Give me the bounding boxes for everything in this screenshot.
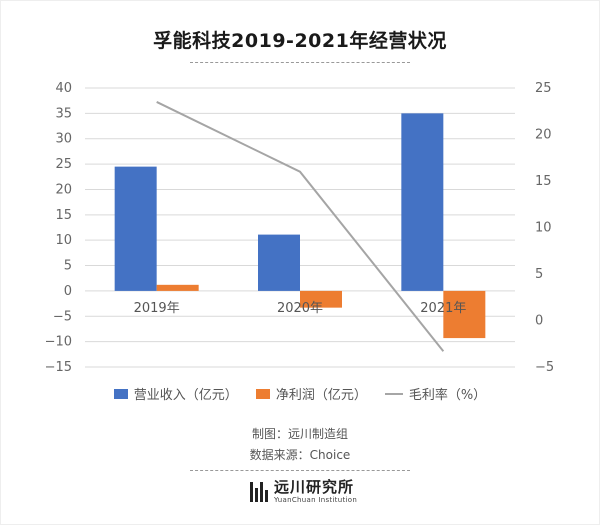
left-tick-label: 35 [55,106,72,121]
right-tick-label: 10 [535,221,552,236]
right-tick-label: 0 [535,314,543,329]
left-tick-label: −5 [53,309,72,324]
legend-item-revenue: 营业收入（亿元） [113,384,238,403]
left-tick-label: 30 [55,132,72,147]
left-axis: 40 35 30 25 20 15 10 5 0 −5 −10 −15 [45,81,72,375]
right-tick-label: 5 [535,267,543,282]
left-tick-label: 15 [55,208,72,223]
right-tick-label: 15 [535,174,552,189]
left-tick-label: 10 [55,233,72,248]
left-tick-label: 20 [55,182,72,197]
left-tick-label: 0 [64,284,72,299]
bars [114,113,486,339]
legend-swatch-profit [255,388,270,399]
logo-mark-icon [250,482,268,502]
legend-swatch-revenue [113,388,128,399]
profit-bar [300,290,342,308]
footer-divider [190,470,410,471]
left-tick-label: −10 [45,335,72,350]
revenue-bar [401,113,444,291]
category-label: 2021年 [420,301,466,316]
left-tick-label: 25 [55,157,72,172]
category-label: 2020年 [277,301,323,316]
logo: 远川研究所 YuanChuan Institution [250,480,357,504]
margin-line [156,101,445,352]
revenue-bar [114,166,157,291]
left-tick-label: 40 [55,81,72,96]
legend: 营业收入（亿元） 净利润（亿元） 毛利率（%） [0,384,600,403]
profit-bar [443,290,486,339]
revenue-bar [258,234,300,291]
legend-label-margin: 毛利率（%） [408,388,487,403]
profit-bar [156,284,199,291]
legend-item-profit: 净利润（亿元） [255,384,367,403]
credit-author: 制图：远川制造组 [251,427,348,441]
right-tick-label: −5 [535,360,554,375]
title-divider [190,62,410,63]
legend-swatch-margin [384,392,403,395]
logo-name: 远川研究所 [274,478,355,496]
legend-label-profit: 净利润（亿元） [275,388,367,403]
right-axis: 25 20 15 10 5 0 −5 [535,81,554,375]
credit-source: 数据来源：Choice [249,448,351,462]
category-labels: 2019年 2020年 2021年 [134,301,467,316]
right-tick-label: 20 [535,128,552,143]
legend-label-revenue: 营业收入（亿元） [133,388,238,403]
left-tick-label: −15 [45,360,72,375]
legend-item-margin: 毛利率（%） [384,384,487,403]
logo-english: YuanChuan Institution [274,496,358,504]
left-tick-label: 5 [64,259,72,274]
chart-title: 孚能科技2019-2021年经营状况 [153,30,447,52]
category-label: 2019年 [134,301,180,316]
right-tick-label: 25 [535,81,552,96]
